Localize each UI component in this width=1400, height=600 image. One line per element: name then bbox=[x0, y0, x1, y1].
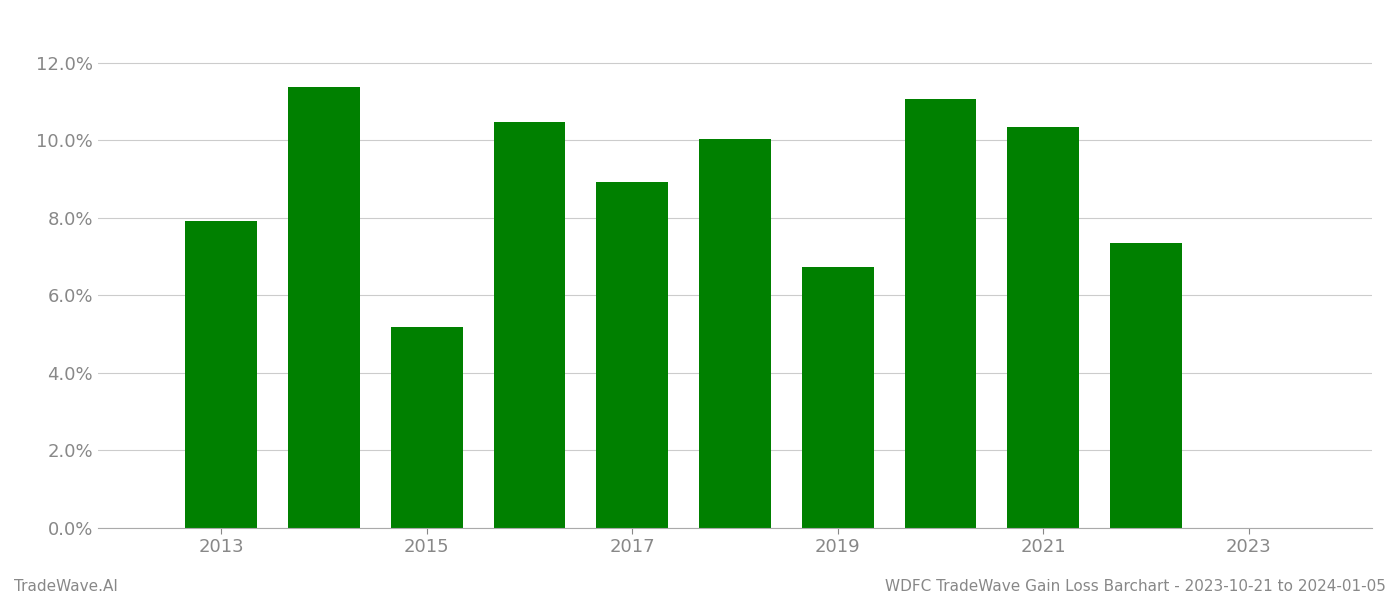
Bar bbox=[1110, 243, 1182, 528]
Bar bbox=[904, 99, 976, 528]
Text: TradeWave.AI: TradeWave.AI bbox=[14, 579, 118, 594]
Bar bbox=[699, 139, 771, 528]
Bar bbox=[288, 87, 360, 528]
Bar bbox=[802, 268, 874, 528]
Text: WDFC TradeWave Gain Loss Barchart - 2023-10-21 to 2024-01-05: WDFC TradeWave Gain Loss Barchart - 2023… bbox=[885, 579, 1386, 594]
Bar bbox=[596, 182, 668, 528]
Bar bbox=[1007, 127, 1079, 528]
Bar bbox=[391, 327, 463, 528]
Bar bbox=[494, 122, 566, 528]
Bar bbox=[185, 221, 258, 528]
